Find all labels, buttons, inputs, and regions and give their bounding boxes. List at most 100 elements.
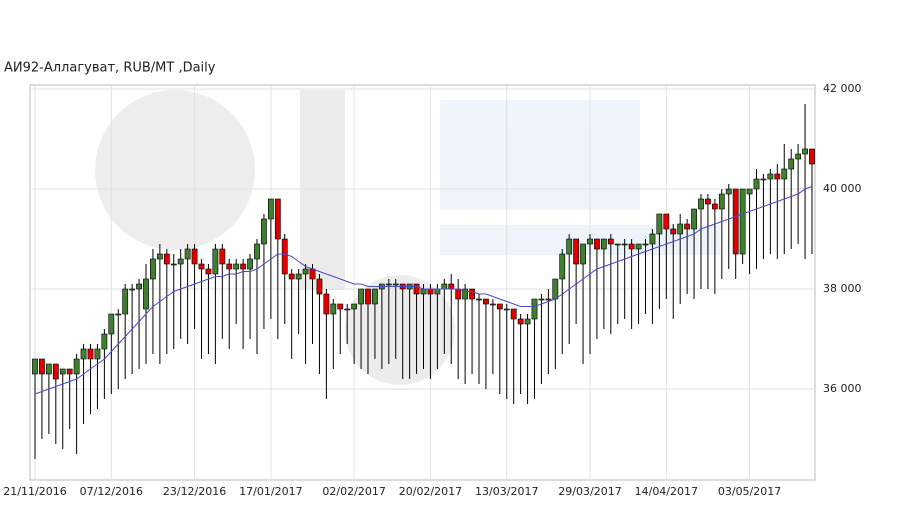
candle-body (261, 218, 267, 245)
candle-body (642, 243, 649, 246)
candle-body (143, 278, 149, 310)
candle-body (385, 283, 392, 286)
candle-body (191, 248, 198, 265)
candle-body (684, 223, 691, 230)
candle-body (226, 263, 233, 270)
candle-body (767, 173, 774, 180)
candle-body (483, 298, 489, 305)
candle-body (496, 303, 503, 310)
x-tick-label: 07/12/2016 (80, 485, 143, 498)
candle-body (594, 238, 600, 250)
candle-body (781, 168, 788, 180)
moving-average-line (34, 186, 813, 395)
candle-body (156, 253, 163, 260)
watermark (95, 90, 720, 385)
candle-body (136, 283, 142, 290)
y-tick-label: 36 000 (823, 382, 862, 395)
candle-body (788, 158, 795, 170)
candle-body (198, 263, 205, 270)
candle-body (337, 303, 344, 310)
candle-body (739, 188, 746, 255)
candle-body (517, 318, 524, 325)
plot-frame (29, 84, 816, 481)
candle-body (45, 363, 52, 375)
candle-body (656, 213, 663, 235)
candle-body (552, 278, 559, 300)
candle-body (434, 288, 441, 295)
candle-body (115, 313, 122, 316)
candle-body (580, 243, 586, 265)
candle-body (607, 238, 614, 245)
x-tick-label: 29/03/2017 (558, 485, 621, 498)
candle-body (316, 278, 323, 295)
candle-body (274, 198, 281, 240)
candle-body (365, 288, 371, 305)
candle-body (392, 283, 399, 286)
candle-body (559, 253, 566, 280)
candle-body (212, 248, 219, 275)
candle-body (59, 368, 66, 375)
candle-body (302, 268, 309, 275)
candle-body (108, 313, 115, 335)
candle-body (420, 288, 427, 295)
candle-body (621, 243, 628, 246)
x-tick-label: 13/03/2017 (475, 485, 538, 498)
candle-body (32, 358, 38, 375)
candle-body (455, 288, 462, 300)
candle-body (240, 263, 247, 270)
candle-body (732, 188, 739, 255)
candle-body (150, 258, 156, 280)
candle-body (295, 273, 302, 280)
candle-body (587, 238, 593, 245)
candle-body (448, 283, 455, 290)
candle-body (184, 248, 191, 260)
candle-body (219, 248, 226, 265)
candle-body (614, 243, 621, 246)
candle-body (545, 298, 552, 301)
candle-body (73, 358, 80, 375)
x-tick-label: 17/01/2017 (239, 485, 302, 498)
candle-body (462, 288, 469, 300)
candle-body (573, 238, 580, 265)
candle-body (760, 178, 767, 181)
candle-body (635, 243, 642, 250)
candle-body (122, 288, 129, 315)
candle-body (698, 198, 704, 210)
x-tick-label: 23/12/2016 (163, 485, 226, 498)
candle-body (649, 233, 656, 245)
candle-body (746, 188, 753, 195)
candle-body (677, 223, 684, 235)
y-tick-label: 38 000 (823, 282, 862, 295)
candle-body (711, 203, 718, 210)
candle-body (358, 288, 364, 305)
candle-body (288, 273, 295, 280)
candle-body (795, 153, 802, 160)
candle-body (323, 293, 330, 315)
candle-body (718, 193, 725, 210)
candle-body (774, 173, 781, 180)
candle-body (441, 283, 448, 290)
candle-body (177, 258, 184, 265)
candle-body (427, 288, 434, 295)
candle-body (344, 308, 351, 311)
candle-body (247, 258, 253, 270)
candle-body (267, 198, 274, 220)
candle-body (52, 363, 59, 380)
candle-body (101, 333, 108, 350)
candle-body (330, 303, 337, 315)
candle-body (802, 148, 808, 155)
candle-body (531, 298, 538, 320)
candle-body (413, 283, 420, 295)
candle-body (753, 178, 760, 190)
x-tick-label: 20/02/2017 (399, 485, 462, 498)
candle-body (170, 263, 177, 266)
candle-body (281, 238, 288, 275)
y-tick-label: 42 000 (823, 82, 862, 95)
candle-body (163, 253, 170, 265)
chart-title: АИ92-Аллагуват, RUB/MT ,Daily (4, 61, 216, 76)
candle-body (705, 198, 711, 205)
candle-body (691, 208, 697, 230)
candle-body (600, 238, 607, 250)
x-tick-label: 03/05/2017 (718, 485, 781, 498)
